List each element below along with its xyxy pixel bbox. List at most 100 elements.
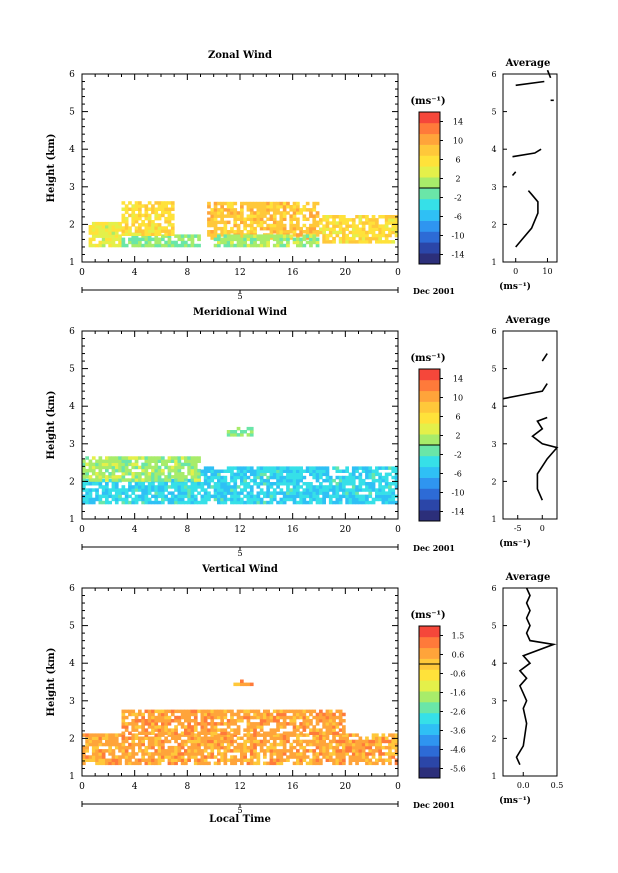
panel3-field-cell xyxy=(246,736,251,740)
panel3-field-cell xyxy=(121,709,126,714)
panel1-field-cell xyxy=(217,237,221,242)
panel2-field-cell xyxy=(249,494,254,499)
panel2-field-cell xyxy=(371,485,376,489)
panel3-field-cell xyxy=(213,725,218,729)
panel2-field-cell xyxy=(164,497,168,502)
panel2-field-cell xyxy=(378,478,382,483)
panel2-field-cell xyxy=(388,482,392,486)
panel3-field-cell xyxy=(161,752,165,756)
panel3-field-cell xyxy=(151,739,155,744)
panel3-field-cell xyxy=(157,709,162,714)
panel3-field-cell xyxy=(161,725,165,729)
panel1-field-cell xyxy=(391,227,396,231)
panel2-field-cell xyxy=(292,497,297,502)
panel2-field-cell xyxy=(371,472,376,477)
panel3-field-cell xyxy=(121,715,126,720)
panel3-field-cell xyxy=(286,758,290,762)
panel2-field-cell xyxy=(266,469,270,473)
panel1-field-cell xyxy=(147,223,152,227)
panel2-field-cell xyxy=(351,491,356,495)
panel2-field-cell xyxy=(85,475,89,479)
panel1-field-cell xyxy=(312,226,317,231)
panel3-field-cell xyxy=(240,736,244,740)
panel1-field-cell xyxy=(335,221,340,225)
panel3-field-cell xyxy=(240,749,244,753)
panel1-field-cell xyxy=(305,234,310,238)
panel3-field-cell xyxy=(249,758,254,762)
panel1-field-cell xyxy=(240,211,244,215)
panel3-field-cell xyxy=(230,733,234,737)
panel3-average-xtick-label: 0.0 xyxy=(517,781,530,790)
panel2-field-cell xyxy=(141,488,145,492)
panel2-field-cell xyxy=(121,468,126,473)
panel1-field-cell xyxy=(279,223,284,228)
panel2-field-cell xyxy=(187,456,191,460)
panel3-field-cell xyxy=(279,752,284,756)
panel1-field-cell xyxy=(138,210,142,215)
panel2-field-cell xyxy=(131,478,136,482)
panel1-field-cell xyxy=(230,237,234,242)
panel2-field-cell xyxy=(124,491,129,495)
panel2-field-cell xyxy=(256,497,261,502)
panel2-field-cell xyxy=(193,494,198,499)
panel3-field-cell xyxy=(101,742,106,747)
panel2-field-cell xyxy=(296,500,300,505)
panel3-field-cell xyxy=(207,715,211,720)
panel1-field-cell xyxy=(355,233,359,238)
panel1-field-cell xyxy=(154,216,159,221)
panel1-field-cell xyxy=(240,217,244,221)
panel1-field-cell xyxy=(217,226,221,231)
panel3-field-cell xyxy=(305,722,310,726)
panel1-field-cell xyxy=(256,201,261,206)
panel3-colorbar-swatch xyxy=(419,723,440,735)
panel1-field-cell xyxy=(154,243,159,248)
panel3-field-cell xyxy=(177,719,182,723)
panel2-colorbar-swatch xyxy=(419,412,440,424)
panel2-field-cell xyxy=(286,485,290,489)
panel2-field-cell xyxy=(95,475,99,479)
panel2-field-cell xyxy=(279,488,284,492)
panel3-field-cell xyxy=(141,715,145,720)
panel3-field-cell xyxy=(272,758,277,762)
panel2-field-cell xyxy=(128,488,132,492)
panel3-field-cell xyxy=(388,752,392,756)
panel1-field-cell xyxy=(217,240,221,245)
panel2-field-cell xyxy=(157,500,162,505)
panel3-field-cell xyxy=(292,733,297,737)
panel3-field-cell xyxy=(134,719,139,723)
panel3-field-cell xyxy=(391,745,396,750)
panel3-field-cell xyxy=(217,752,221,756)
panel1-field-cell xyxy=(141,223,145,227)
panel1-field-cell xyxy=(309,214,313,218)
panel2-field-cell xyxy=(345,469,349,473)
panel3-field-cell xyxy=(213,761,218,766)
panel3-colorbar-swatch xyxy=(419,626,440,638)
panel1-field-cell xyxy=(141,229,145,233)
panel3-field-cell xyxy=(319,728,323,732)
panel2-field-cell xyxy=(375,469,379,473)
panel1-field-cell xyxy=(138,229,142,233)
panel3-field-cell xyxy=(147,758,152,762)
panel2-field-cell xyxy=(161,494,165,499)
panel2-field-cell xyxy=(305,485,310,489)
panel3-field-cell xyxy=(154,752,159,756)
panel2-field-cell xyxy=(193,456,198,460)
panel2-field-cell xyxy=(161,500,165,505)
panel1-field-cell xyxy=(88,228,93,232)
panel3-field-cell xyxy=(358,749,363,753)
panel3-field-cell xyxy=(187,758,191,762)
panel1-field-cell xyxy=(365,221,369,225)
panel1-field-cell xyxy=(292,226,297,231)
panel2-field-cell xyxy=(167,468,172,473)
panel2-field-cell xyxy=(207,485,211,489)
panel2-colorbar-swatch xyxy=(419,488,440,500)
panel2-field-cell xyxy=(144,468,149,473)
panel3-field-cell xyxy=(361,758,366,762)
panel2-field-cell xyxy=(121,456,126,460)
panel2-field-cell xyxy=(233,478,238,483)
panel3-field-cell xyxy=(368,745,373,750)
panel1-field-cell xyxy=(243,240,247,245)
panel1-field-cell xyxy=(170,229,175,233)
panel3-field-cell xyxy=(203,761,208,766)
panel2-field-cell xyxy=(141,478,145,482)
